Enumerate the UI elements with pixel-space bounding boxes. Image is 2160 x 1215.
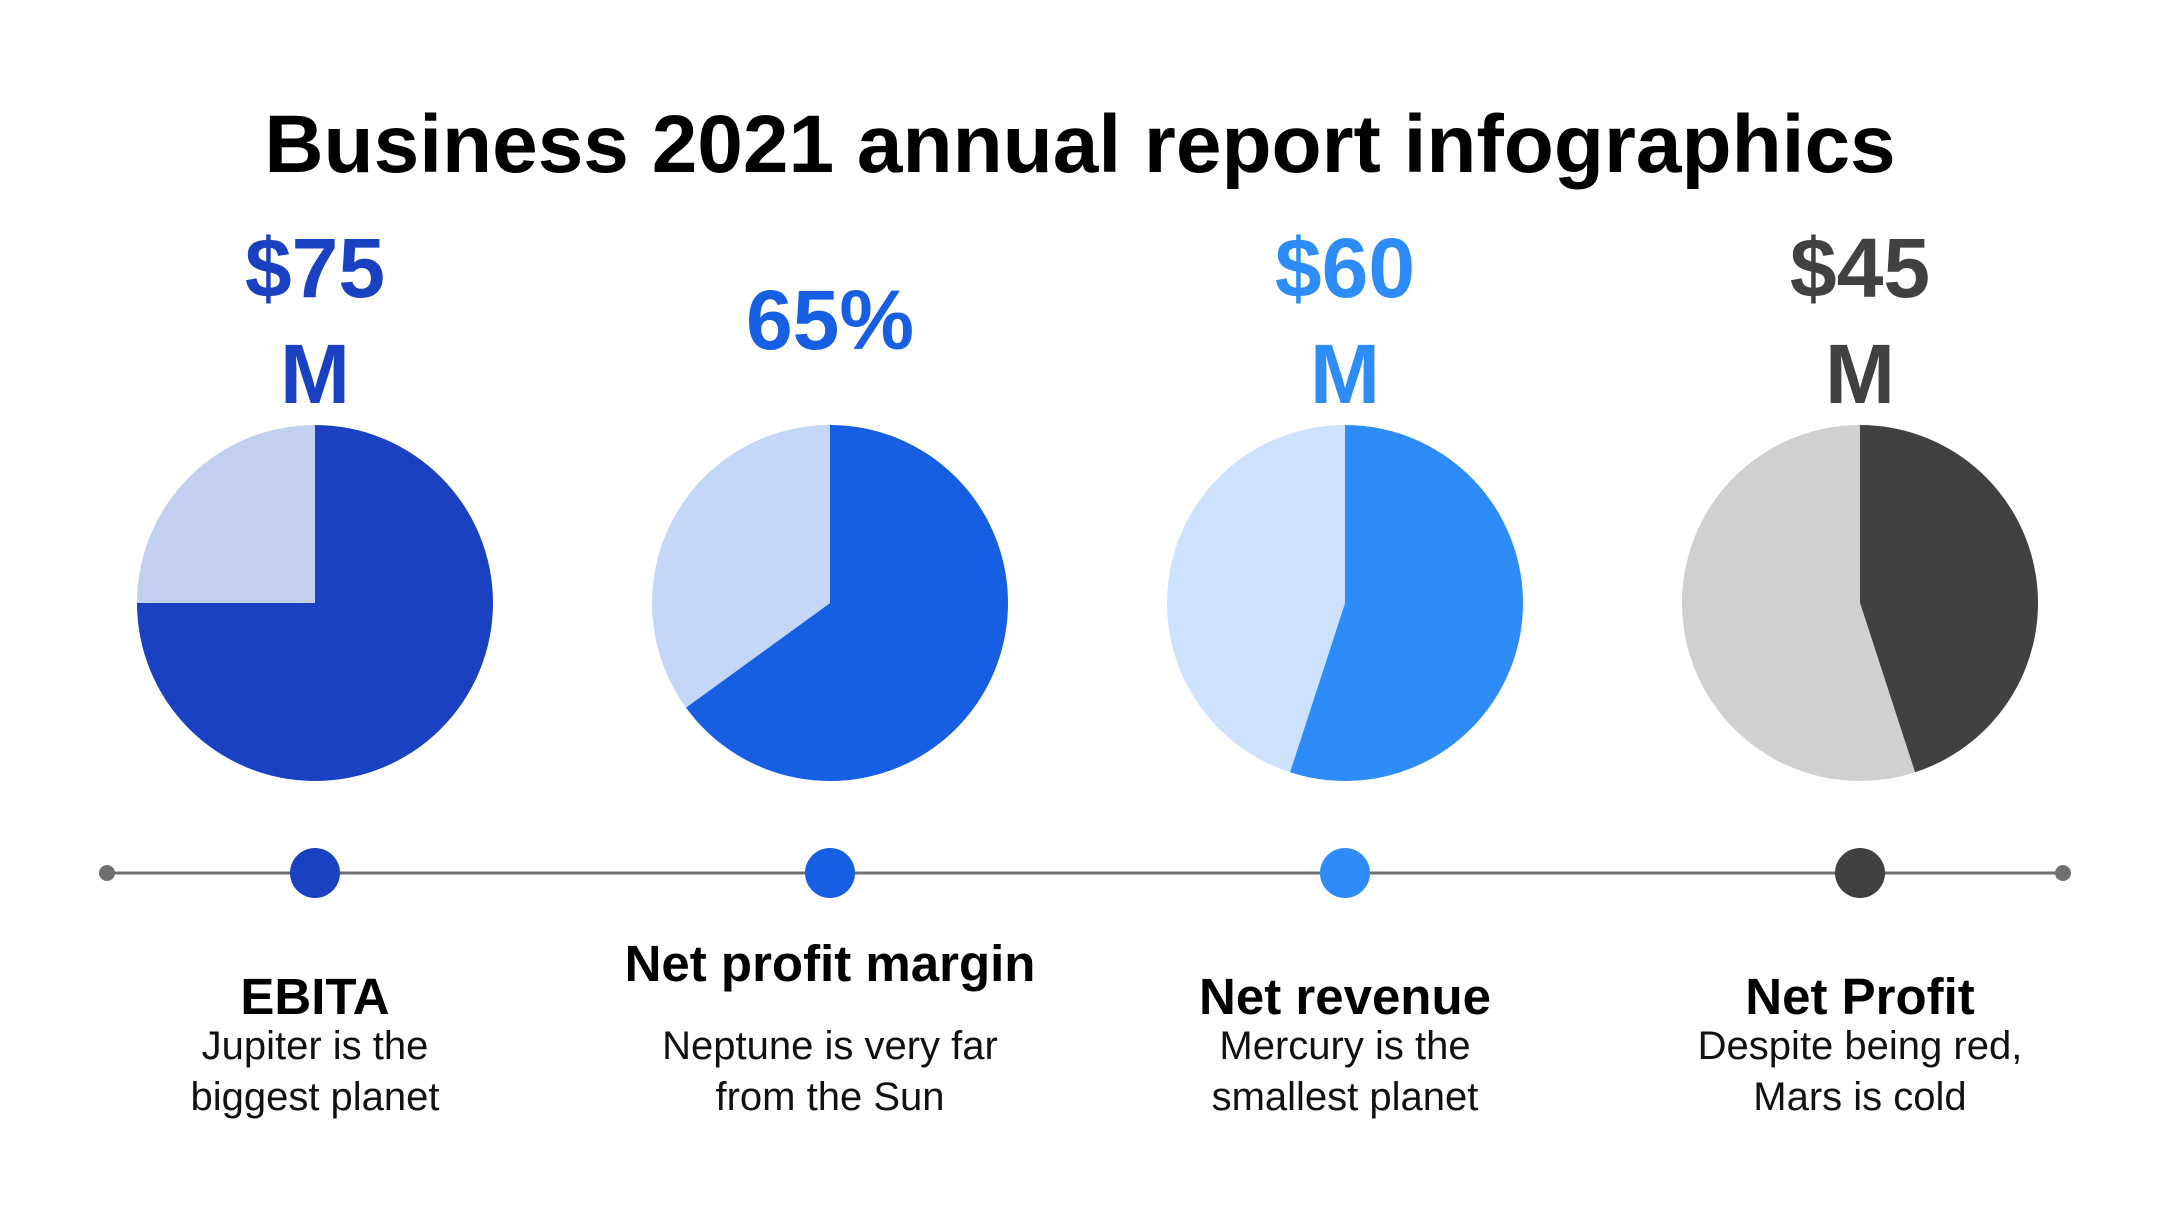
desc-net-profit-line2: Mars is cold — [1753, 1075, 1967, 1119]
pie-slice-net-profit-remainder — [1682, 425, 1916, 781]
value-net-profit-line1: $45 — [1789, 221, 1931, 315]
timeline-end-dot-left — [99, 865, 115, 881]
value-ebita-line2: M — [280, 327, 350, 421]
desc-net-profit-margin-line1: Neptune is very far — [662, 1024, 998, 1068]
pie-slice-net-revenue-value — [1289, 425, 1523, 781]
desc-net-profit-line1: Despite being red, — [1697, 1024, 2023, 1068]
label-ebita: EBITA — [240, 968, 390, 1025]
pie-slice-net-profit-value — [1860, 425, 2038, 773]
desc-net-profit: Despite being red, Mars is cold — [1630, 1021, 2090, 1123]
timeline-dot-net-revenue — [1320, 848, 1370, 898]
pie-chart-net-revenue — [1167, 425, 1523, 781]
label-net-profit: Net Profit — [1745, 968, 1975, 1025]
desc-ebita-line1: Jupiter is the — [201, 1024, 429, 1068]
value-net-profit-line2: M — [1825, 327, 1895, 421]
value-ebita: $75 M — [165, 215, 465, 427]
desc-ebita-line2: biggest planet — [190, 1075, 440, 1119]
desc-net-revenue: Mercury is the smallest planet — [1115, 1021, 1575, 1123]
pie-slice-net-profit-margin-value — [685, 425, 1008, 781]
pie-slice-ebita-remainder — [137, 425, 315, 603]
desc-net-revenue-line2: smallest planet — [1211, 1075, 1479, 1119]
value-ebita-line1: $75 — [244, 221, 386, 315]
value-net-revenue: $60 M — [1195, 215, 1495, 427]
desc-ebita: Jupiter is the biggest planet — [85, 1021, 545, 1123]
value-net-revenue-line2: M — [1310, 327, 1380, 421]
pie-chart-ebita — [137, 425, 493, 781]
desc-net-profit-margin-line2: from the Sun — [715, 1075, 945, 1119]
value-net-revenue-line1: $60 — [1274, 221, 1416, 315]
value-net-profit: $45 M — [1710, 215, 2010, 427]
pie-slice-net-revenue-remainder — [1167, 425, 1345, 773]
timeline-dot-net-profit — [1835, 848, 1885, 898]
pie-chart-net-profit — [1682, 425, 2038, 781]
label-net-revenue: Net revenue — [1199, 968, 1491, 1025]
pie-chart-net-profit-margin — [652, 425, 1008, 781]
value-net-profit-margin: 65% — [680, 267, 980, 373]
page-title: Business 2021 annual report infographics — [264, 99, 1896, 190]
desc-net-profit-margin: Neptune is very far from the Sun — [600, 1021, 1060, 1123]
timeline-end-dot-right — [2055, 865, 2071, 881]
value-net-profit-margin-line1: 65% — [745, 273, 915, 367]
timeline-dot-ebita — [290, 848, 340, 898]
pie-slice-net-profit-margin-remainder — [652, 425, 830, 708]
desc-net-revenue-line1: Mercury is the — [1219, 1024, 1471, 1068]
timeline-dot-net-profit-margin — [805, 848, 855, 898]
label-net-profit-margin: Net profit margin — [624, 935, 1036, 992]
